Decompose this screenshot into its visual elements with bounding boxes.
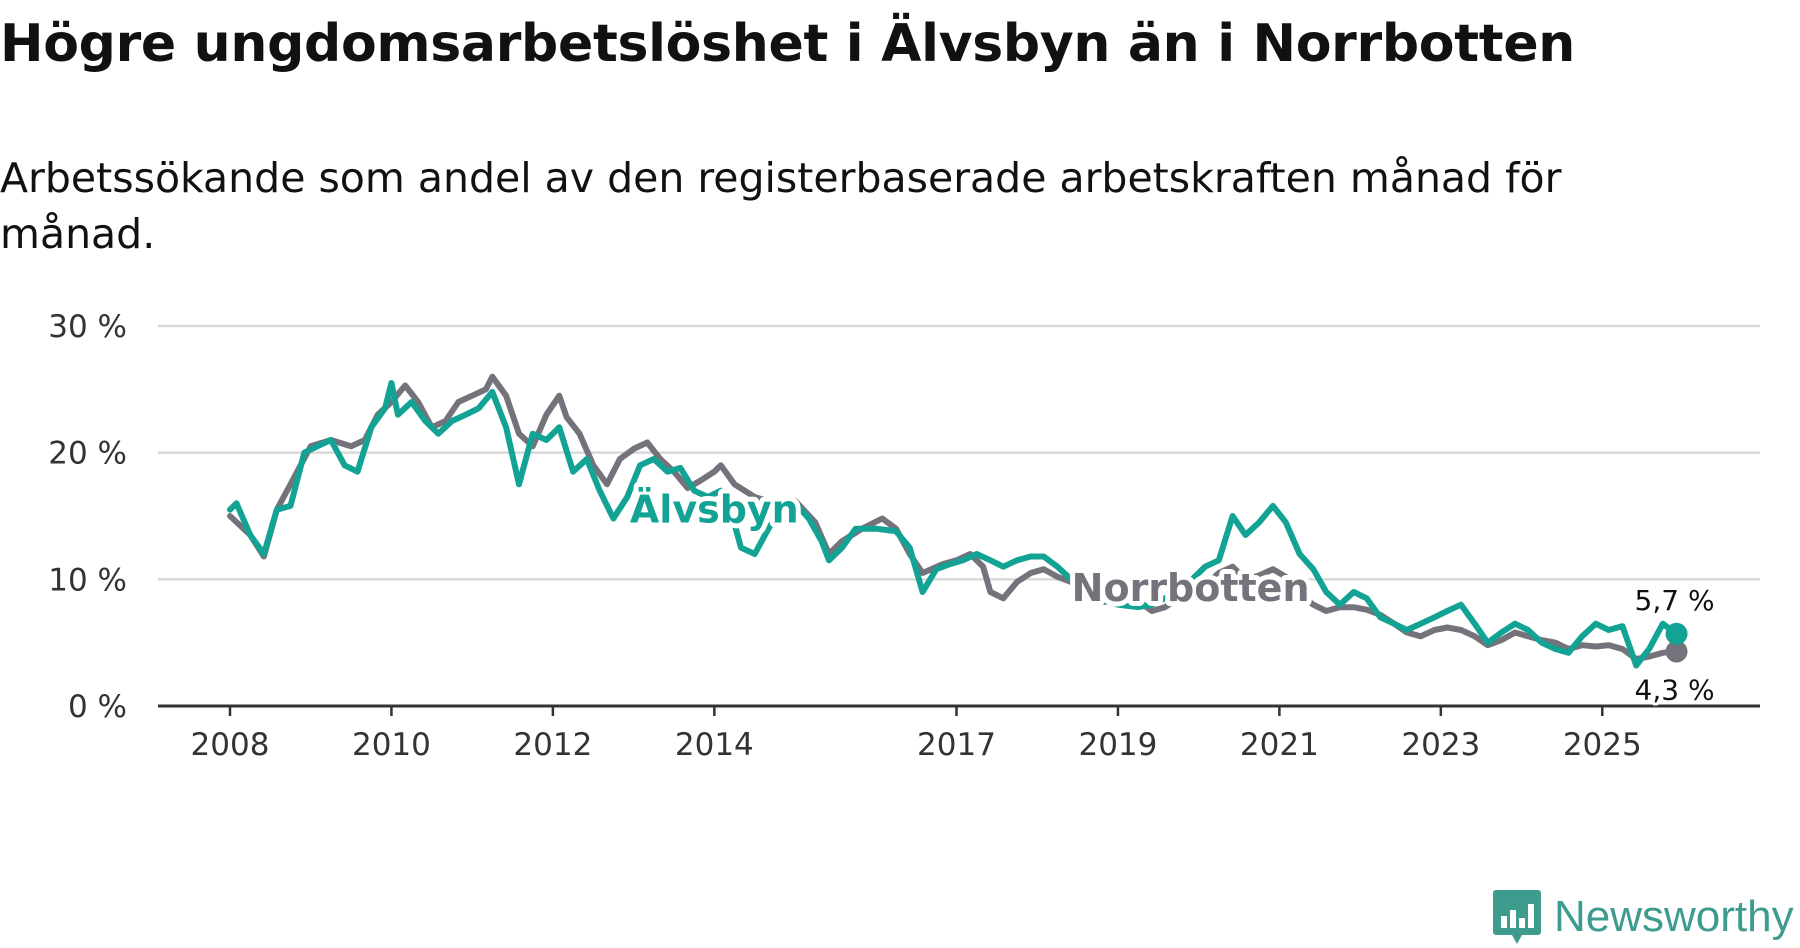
x-tick-label: 2008 [191, 727, 270, 763]
series-line-lvsbyn [227, 380, 1680, 669]
y-tick-label: 20 % [48, 436, 127, 472]
end-point-lvsbyn [1665, 622, 1688, 645]
x-tick-label: 2014 [675, 727, 754, 763]
end-point-norrbotten [1665, 640, 1688, 663]
x-tick-label: 2017 [917, 727, 996, 763]
brand-name: Newsworthy [1554, 892, 1794, 941]
chart-title: Högre ungdomsarbetslöshet i Älvsbyn än i… [0, 14, 1576, 74]
x-tick-label: 2010 [352, 727, 431, 763]
x-tick-label: 2021 [1240, 727, 1319, 763]
y-tick-label: 0 % [68, 689, 127, 725]
series-line-norrbotten [227, 373, 1680, 663]
y-tick-label: 10 % [48, 562, 127, 598]
x-tick-label: 2025 [1563, 727, 1642, 763]
end-value-label: 5,7 % [1635, 584, 1715, 617]
x-tick-label: 2023 [1401, 727, 1480, 763]
x-tick-label: 2012 [513, 727, 592, 763]
brand-logo: Newsworthy [1492, 888, 1794, 946]
series-label-lvsbyn: Älvsbyn [630, 488, 799, 532]
newsworthy-logo-icon [1493, 890, 1541, 944]
y-tick-label: 30 % [48, 309, 127, 345]
end-value-label: 4,3 % [1635, 674, 1715, 707]
series-label-norrbotten: Norrbotten [1072, 566, 1310, 610]
chart-subtitle: Arbetssökande som andel av den registerb… [0, 154, 1562, 258]
x-tick-label: 2019 [1078, 727, 1157, 763]
